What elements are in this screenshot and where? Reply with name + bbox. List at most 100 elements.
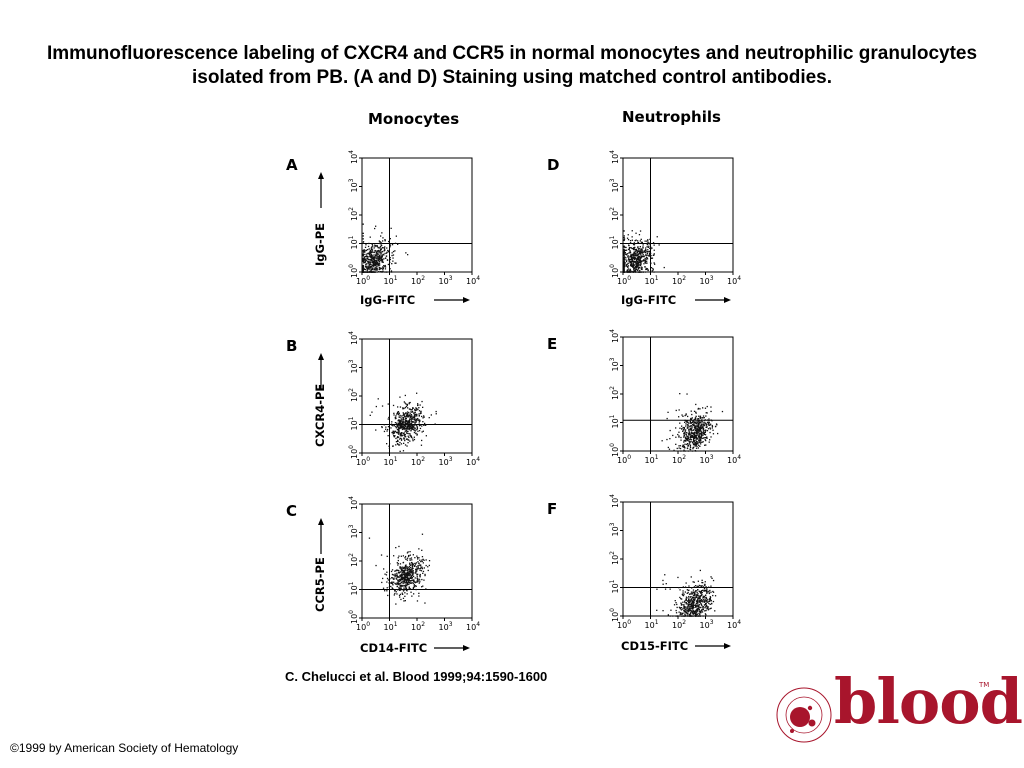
- event-dot: [398, 412, 400, 414]
- event-dot: [705, 603, 707, 605]
- event-dot: [644, 261, 647, 263]
- event-dot: [689, 601, 691, 603]
- event-dot: [639, 264, 642, 267]
- event-dot: [683, 450, 685, 452]
- event-dot: [680, 609, 683, 611]
- event-dot: [695, 444, 697, 446]
- event-dot: [656, 609, 658, 611]
- event-dot: [639, 267, 641, 269]
- event-dot: [627, 256, 629, 258]
- event-dot: [410, 423, 412, 425]
- event-dot: [633, 243, 636, 245]
- y-tick-label: 104: [348, 331, 359, 345]
- event-dot: [704, 407, 707, 409]
- event-dot: [685, 420, 687, 422]
- event-dot: [409, 580, 412, 582]
- event-dot: [665, 583, 667, 585]
- event-dot: [690, 605, 692, 607]
- event-dot: [405, 421, 408, 423]
- event-dot: [645, 268, 647, 271]
- event-dot: [684, 450, 686, 452]
- event-dot: [362, 270, 364, 272]
- y-tick-label: 104: [348, 496, 359, 510]
- event-dot: [370, 255, 372, 257]
- event-dot: [415, 429, 417, 431]
- event-dot: [704, 607, 706, 609]
- event-dot: [692, 581, 694, 583]
- event-dot: [689, 612, 692, 614]
- event-dot: [696, 441, 698, 443]
- event-dot: [694, 429, 697, 432]
- x-tick-label: 100: [617, 454, 631, 465]
- event-dot: [394, 418, 397, 420]
- panel-letter-e: E: [547, 335, 557, 353]
- event-dot: [706, 430, 709, 432]
- event-dot: [409, 401, 411, 404]
- event-dot: [407, 569, 409, 571]
- event-dot: [425, 564, 427, 567]
- y-tick-label: 103: [348, 178, 359, 192]
- event-dot: [402, 567, 405, 569]
- event-dot: [674, 600, 676, 602]
- event-dot: [703, 433, 706, 435]
- event-dot: [387, 251, 390, 253]
- event-dot: [402, 418, 404, 420]
- event-dot: [709, 596, 711, 598]
- event-dot: [701, 420, 703, 422]
- event-dot: [693, 612, 695, 615]
- event-dot: [402, 426, 404, 428]
- event-dot: [406, 570, 409, 572]
- event-dot: [407, 415, 409, 417]
- event-dot: [625, 264, 628, 266]
- event-dot: [702, 599, 705, 601]
- event-dot: [380, 235, 382, 237]
- event-dot: [399, 563, 402, 565]
- event-dot: [411, 574, 414, 576]
- event-dot: [709, 600, 711, 602]
- event-dot: [401, 424, 404, 426]
- event-dots: [656, 569, 717, 617]
- event-dot: [402, 570, 404, 572]
- event-dot: [409, 425, 411, 428]
- event-dot: [699, 597, 701, 600]
- event-dot: [673, 449, 675, 451]
- event-dot: [631, 264, 633, 266]
- event-dot: [694, 597, 696, 599]
- event-dot: [689, 442, 691, 444]
- event-dot: [629, 268, 631, 270]
- event-dot: [709, 603, 711, 605]
- event-dot: [421, 566, 423, 568]
- y-tick-label: 102: [609, 551, 620, 565]
- event-dot: [398, 414, 400, 416]
- event-dot: [396, 422, 398, 424]
- event-dot: [397, 436, 399, 438]
- y-axis-arrowhead: [318, 518, 324, 525]
- event-dot: [389, 246, 391, 248]
- event-dot: [394, 592, 396, 595]
- event-dot: [692, 432, 694, 434]
- event-dot: [405, 419, 407, 421]
- event-dot: [397, 557, 399, 559]
- event-dot: [366, 269, 368, 271]
- event-dot: [637, 257, 639, 259]
- event-dot: [701, 590, 703, 592]
- event-dot: [686, 439, 689, 441]
- event-dot: [395, 427, 397, 429]
- event-dot: [700, 610, 702, 612]
- event-dot: [668, 448, 671, 450]
- event-dot: [623, 263, 625, 265]
- event-dot: [699, 596, 701, 598]
- event-dot: [399, 441, 401, 444]
- x-tick-label: 104: [727, 619, 741, 630]
- event-dot: [366, 261, 369, 263]
- event-dot: [688, 593, 691, 595]
- event-dot: [380, 267, 382, 269]
- event-dot: [695, 415, 697, 417]
- event-dot: [681, 428, 683, 430]
- event-dot: [639, 247, 641, 250]
- event-dot: [362, 223, 364, 225]
- event-dot: [700, 585, 702, 588]
- event-dot: [382, 577, 384, 580]
- event-dot: [699, 437, 702, 439]
- event-dot: [398, 594, 401, 596]
